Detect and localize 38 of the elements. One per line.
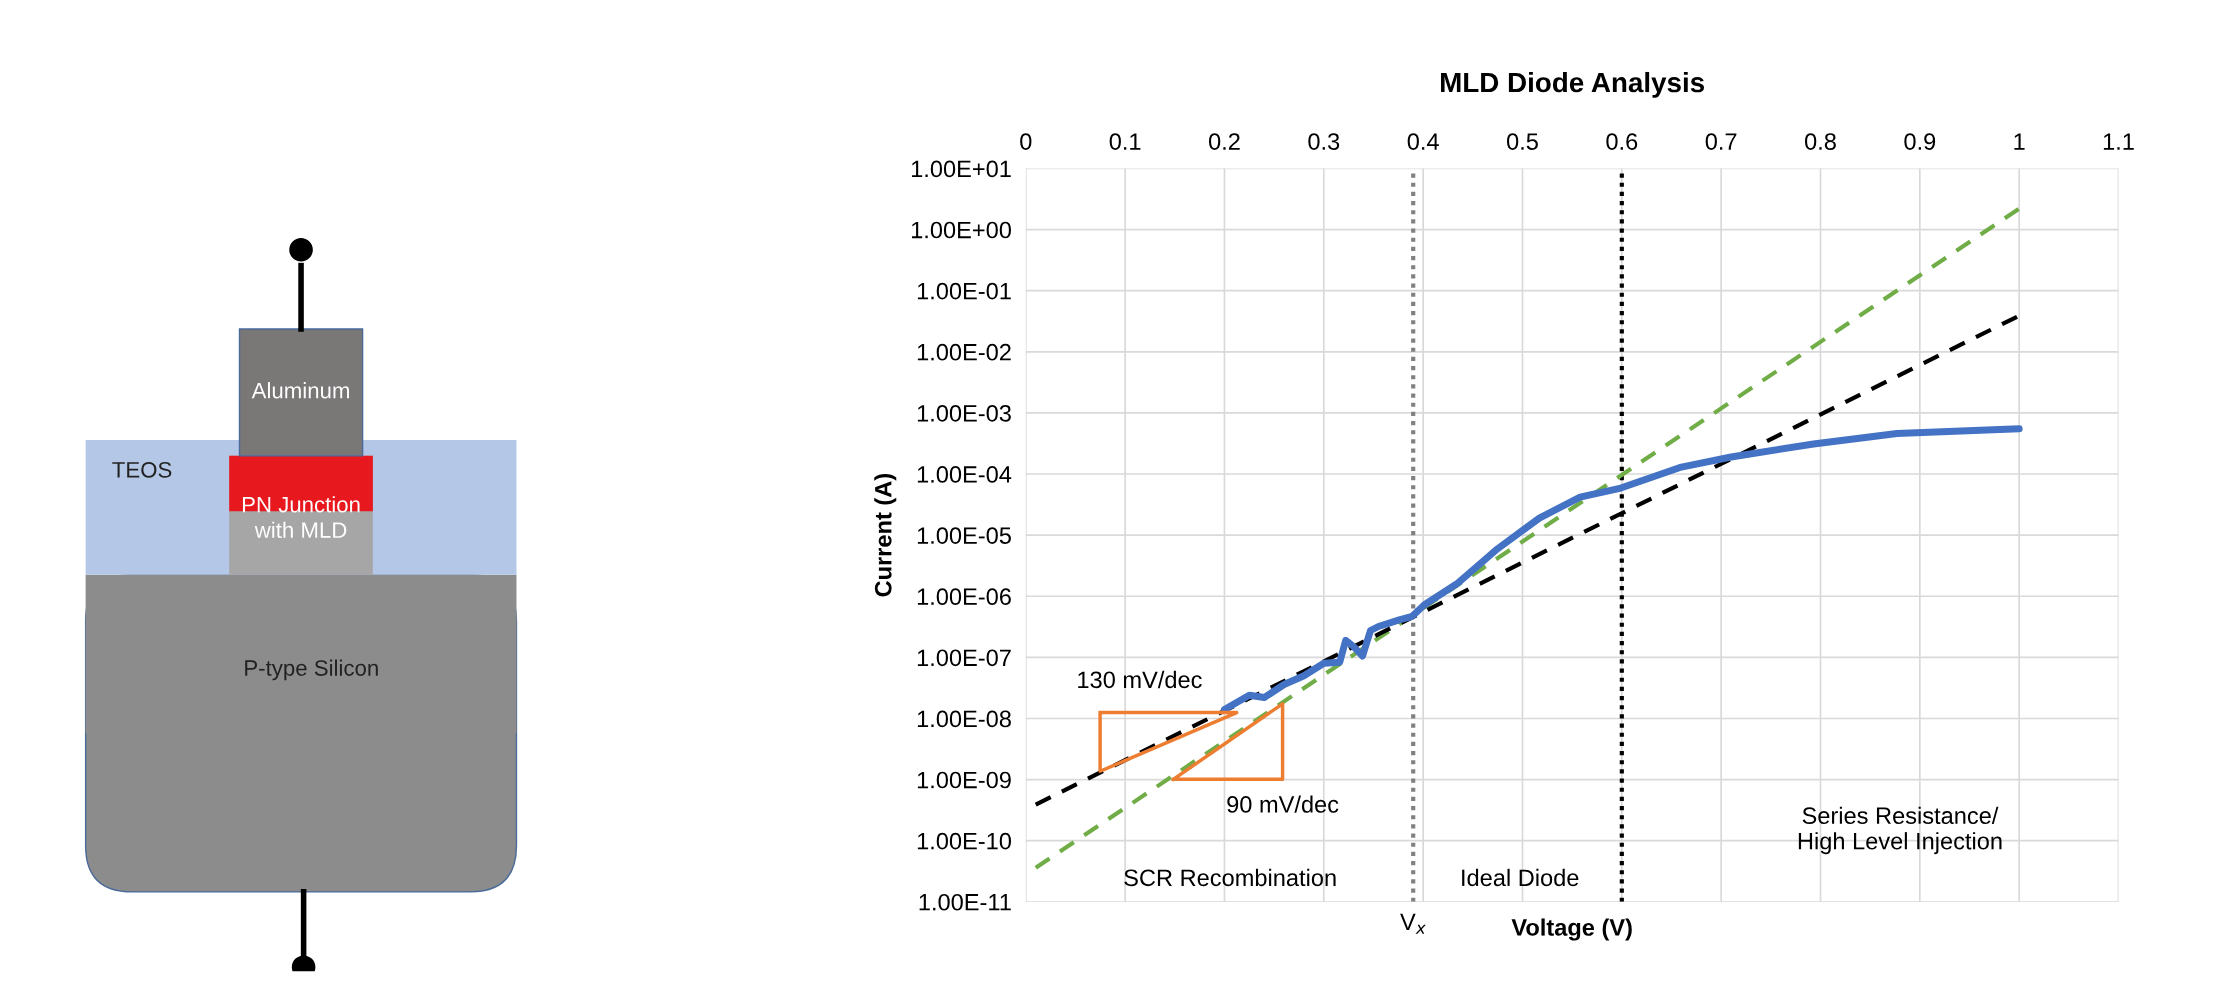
chart-title: MLD Diode Analysis [1441, 71, 1705, 98]
y-tick-label: 1.00E-06 [917, 588, 1011, 606]
text: PN Junction with MLD [242, 496, 360, 538]
y-tick-label: 1.00E-07 [917, 649, 1011, 667]
text: TEOS [112, 461, 172, 478]
y-tick-label: 1.00E+01 [911, 160, 1011, 178]
text: Aluminum [251, 382, 349, 399]
y-tick-label: 1.00E-02 [917, 343, 1011, 361]
x-tick-label: 1.1 [2103, 133, 2134, 150]
annotation: 90 mV/dec [1227, 795, 1339, 813]
x-axis-title: Voltage (V) [1511, 918, 1632, 941]
y-axis-title: Current (A) [874, 474, 897, 597]
x-tick-label: 0.9 [1904, 133, 1936, 150]
y-tick-label: 1.00E+00 [911, 221, 1011, 239]
y-tick-label: 1.00E-04 [917, 466, 1012, 483]
y-tick-label: 1.00E-09 [917, 771, 1011, 789]
x-tick-label: 0.3 [1308, 133, 1340, 150]
y-tick-label: 1.00E-01 [917, 282, 1011, 300]
text: P-type Silicon [245, 659, 378, 681]
y-tick-label: 1.00E-05 [917, 527, 1011, 544]
annotation: Ideal Diode [1462, 868, 1579, 887]
annotation: SCR Recombination [1124, 868, 1336, 887]
x-tick-label: 0.8 [1805, 133, 1836, 150]
y-tick-label: 1.00E-03 [917, 404, 1011, 422]
annotation: 130 mV/dec [1078, 670, 1202, 689]
x-tick-label: 0.1 [1109, 133, 1141, 150]
x-tick-label: 0.6 [1606, 133, 1638, 150]
y-tick-label: 1.00E-10 [917, 832, 1011, 850]
ref-line-label: V$_{x}$ [1400, 913, 1426, 934]
x-tick-label: 0.5 [1506, 133, 1538, 150]
annotation: Series Resistance/ High Level Injection [1798, 806, 2002, 855]
x-tick-label: 0.2 [1208, 133, 1240, 150]
y-tick-label: 1.00E-08 [917, 710, 1011, 728]
x-tick-label: 0.7 [1705, 133, 1737, 150]
x-tick-label: 0 [1020, 133, 1032, 150]
y-tick-label: 1.00E-11 [919, 893, 1011, 911]
x-tick-label: 1 [2014, 133, 2025, 150]
x-tick-label: 0.4 [1407, 133, 1439, 150]
